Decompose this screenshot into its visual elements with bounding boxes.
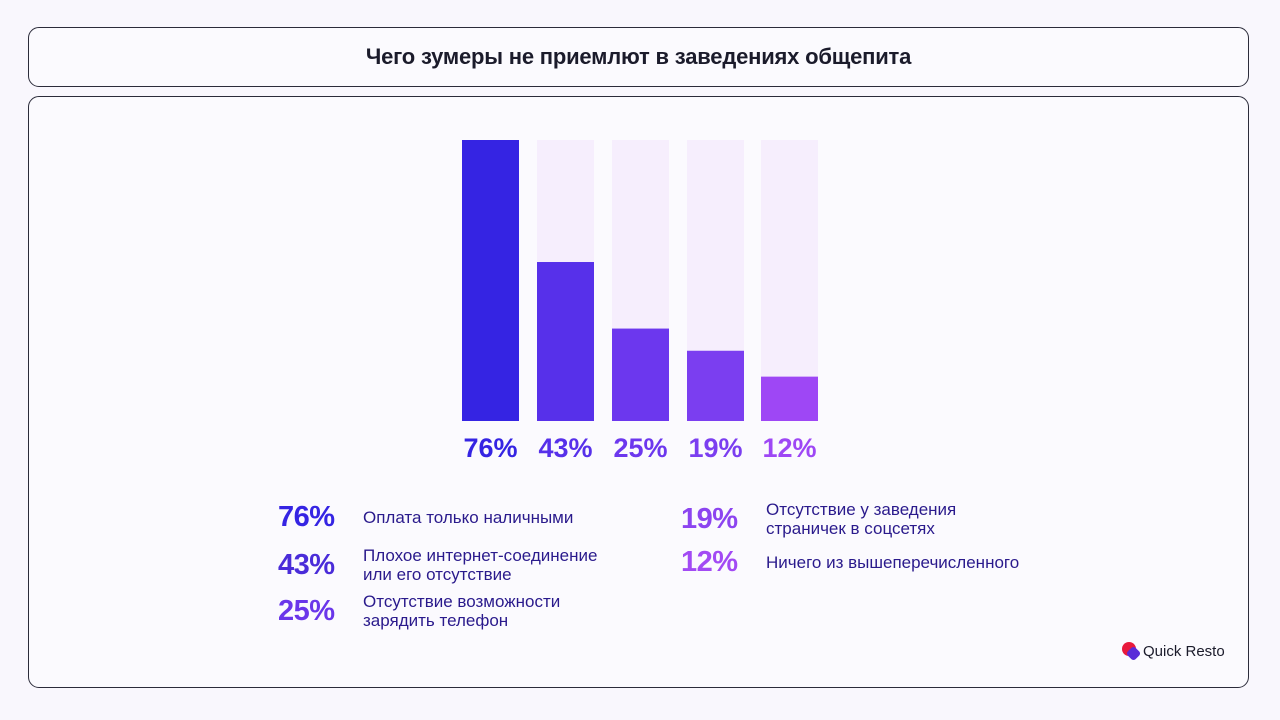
- legend-pct: 12%: [681, 546, 738, 578]
- bar-4: [687, 350, 744, 421]
- bar-5: [761, 376, 818, 421]
- quick-resto-logo: Quick Resto: [1121, 641, 1225, 661]
- bar-value-label: 76%: [463, 433, 517, 463]
- legend-pct: 76%: [278, 501, 335, 533]
- bar-3: [612, 328, 669, 421]
- bar-chart: 76% 43% 25% 19% 12%: [462, 140, 818, 463]
- chart-panel: 76% 43% 25% 19% 12% 76% Оплата только наличн…: [28, 96, 1249, 688]
- legend-pct: 43%: [278, 548, 335, 581]
- title-box: Чего зумеры не приемлют в заведениях общ…: [28, 27, 1249, 87]
- bar-2: [537, 262, 594, 421]
- bar-value-label: 25%: [613, 433, 667, 463]
- legend-pct: 25%: [278, 594, 335, 627]
- bar-value-label: 12%: [762, 433, 816, 463]
- quick-resto-logo-icon: [1122, 642, 1141, 661]
- legend-text: Ничего из вышеперечисленного: [766, 553, 1020, 572]
- legend-item-3: 25% Отсутствие возможности зарядить теле…: [278, 592, 560, 630]
- legend-pct: 19%: [681, 502, 738, 535]
- bar-value-label: 43%: [538, 433, 592, 463]
- bar-value-label: 19%: [688, 433, 742, 463]
- bar-1: [462, 140, 519, 421]
- legend-item-5: 12% Ничего из вышеперечисленного: [681, 546, 1019, 579]
- legend-text: Отсутствие возможности зарядить телефон: [363, 592, 561, 630]
- bar-track: [761, 140, 818, 421]
- legend-item-2: 43% Плохое интернет-соединение или его о…: [278, 546, 597, 584]
- legend-item-1: 76% Оплата только наличными: [278, 501, 573, 534]
- legend-text: Плохое интернет-соединение или его отсут…: [363, 546, 598, 584]
- chart-title: Чего зумеры не приемлют в заведениях общ…: [365, 44, 912, 69]
- logo-text: Quick Resto: [1143, 642, 1225, 660]
- legend-text: Оплата только наличными: [363, 508, 574, 527]
- legend-item-4: 19% Отсутствие у заведения страничек в с…: [681, 500, 956, 538]
- legend-text: Отсутствие у заведения страничек в соцсе…: [766, 500, 957, 538]
